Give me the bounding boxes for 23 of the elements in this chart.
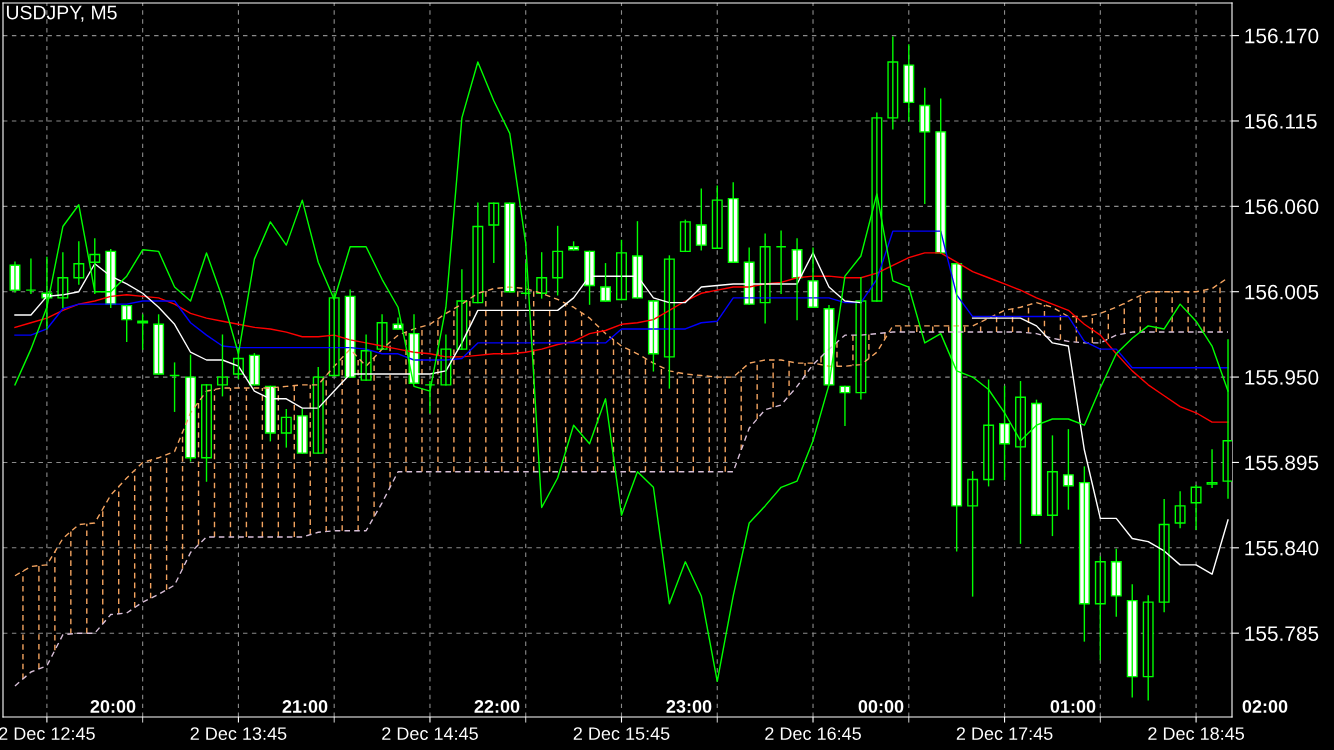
y-tick-label: 156.060: [1245, 199, 1319, 215]
y-tick-label: 156.005: [1245, 284, 1319, 300]
y-tick-label: 156.115: [1245, 113, 1317, 129]
x-tick-label: 2 Dec 12:45: [0, 727, 95, 740]
y-tick-label: 155.785: [1245, 626, 1319, 641]
y-tick-label: 155.950: [1245, 370, 1319, 385]
y-tick-label: 155.840: [1245, 540, 1319, 556]
y-tick-label: 155.895: [1245, 455, 1319, 471]
x-tick-label: 2 Dec 13:45: [190, 727, 287, 740]
annotation: 00:00: [858, 700, 904, 713]
annotation: 20:00: [90, 700, 136, 713]
annotation: 01:00: [1050, 700, 1096, 713]
text: 02:00: [1242, 700, 1288, 713]
x-tick-label: 2 Dec 16:45: [765, 727, 861, 740]
x-tick-label: 2 Dec 18:45: [1148, 727, 1245, 740]
annotation: 22:00: [474, 700, 520, 713]
chart-title: USDJPY, M5: [6, 5, 117, 22]
annotation: 23:00: [666, 700, 712, 713]
x-tick-label: 2 Dec 15:45: [573, 727, 670, 740]
y-tick-label: 156.170: [1245, 28, 1319, 44]
x-tick-label: 2 Dec 17:45: [956, 727, 1053, 740]
annotation: 21:00: [282, 700, 328, 713]
x-tick-label: 2 Dec 14:45: [382, 727, 478, 740]
